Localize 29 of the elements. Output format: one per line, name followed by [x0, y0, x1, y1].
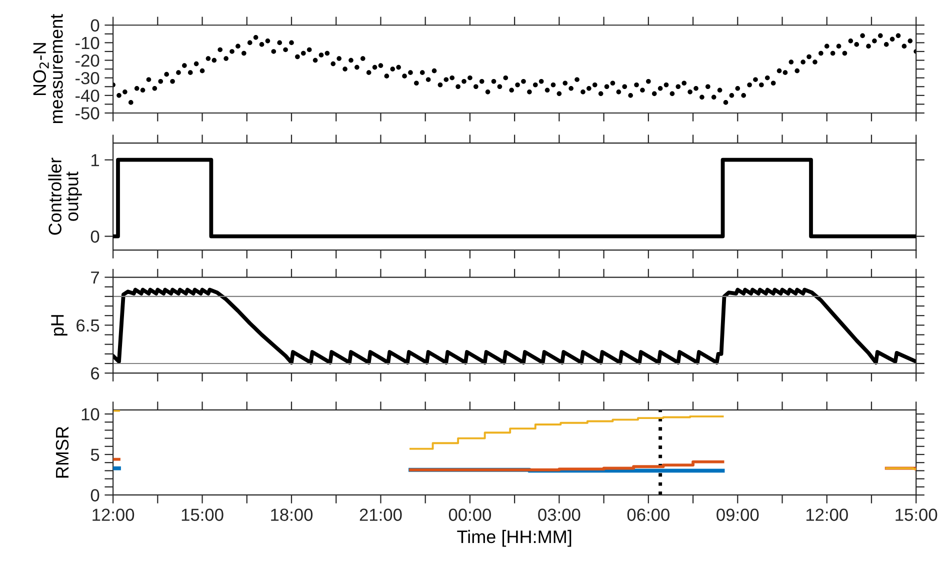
y-tick-label: 7: [91, 272, 99, 284]
y-axis-title: Controller output: [48, 158, 82, 235]
y-tick-label: -50: [76, 107, 100, 120]
y-tick-label: 1: [92, 154, 99, 166]
y-tick-label: 0: [90, 230, 100, 243]
y-tick-label: 6.5: [76, 319, 100, 332]
x-tick-label: 15:00: [896, 508, 938, 521]
x-tick-label: 21:00: [360, 508, 402, 521]
x-tick-label: 06:00: [627, 508, 670, 521]
y-tick-label: 6: [91, 367, 100, 380]
y-tick-label: -40: [76, 90, 100, 102]
x-tick-label: 12:00: [92, 508, 134, 521]
y-tick-label: 10: [82, 408, 100, 420]
y-tick-label: 0: [90, 489, 100, 502]
y-tick-label: -30: [76, 72, 100, 84]
x-axis-title: Time [HH:MM]: [457, 530, 572, 547]
y-tick-label: -10: [76, 36, 100, 50]
y-axis-title: NO$_{2}$-N measurement: [33, 14, 63, 124]
x-tick-label: 12:00: [806, 508, 848, 521]
x-tick-label: 03:00: [538, 508, 580, 521]
x-tick-label: 18:00: [271, 508, 313, 521]
x-tick-label: 00:00: [448, 508, 491, 521]
x-tick-label: 09:00: [716, 508, 759, 521]
y-axis-title: RMSR: [56, 426, 69, 478]
y-tick-label: 0: [90, 19, 100, 32]
y-tick-label: -20: [76, 54, 100, 67]
y-axis-title: pH: [51, 315, 68, 336]
x-tick-label: 15:00: [182, 508, 224, 521]
y-tick-label: 5: [90, 448, 100, 461]
